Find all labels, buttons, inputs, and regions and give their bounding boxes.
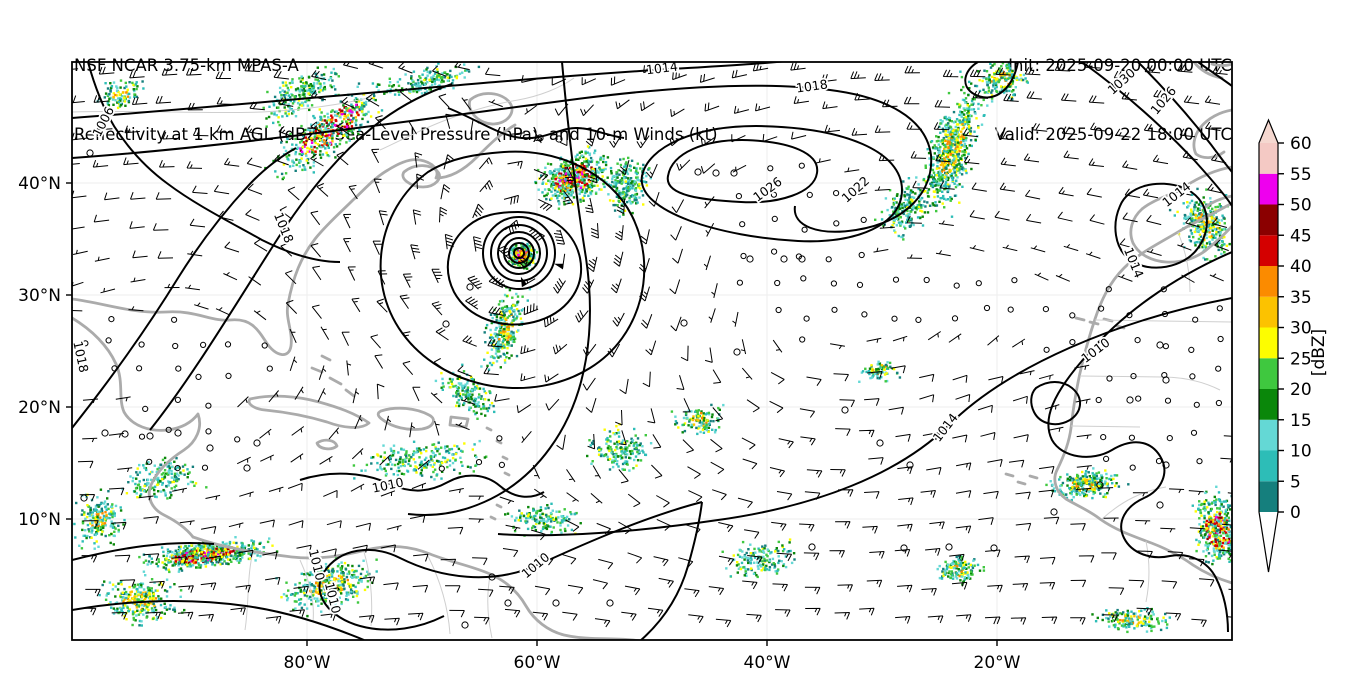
- colorbar-tick-label: 10: [1290, 442, 1312, 462]
- hurricane-isobars: [482, 216, 556, 290]
- colorbar-tick-label: 55: [1290, 165, 1312, 185]
- colorbar-tick-label: 30: [1290, 319, 1312, 339]
- colorbar-tick-label: 20: [1290, 380, 1312, 400]
- lat-tick-label: 30°N: [18, 286, 61, 306]
- colorbar-tick-label: 0: [1290, 503, 1301, 523]
- colorbar-unit-label: [dBZ]: [1309, 329, 1329, 376]
- colorbar-tick-label: 5: [1290, 472, 1301, 492]
- slp-contours: [72, 62, 1232, 640]
- colorbar-tick-label: 45: [1290, 226, 1312, 246]
- colorbar-tick-label: 60: [1290, 134, 1312, 154]
- colorbar-tick-label: 50: [1290, 196, 1312, 216]
- axis-ticks-labels: 40°N 30°N 20°N 10°N 80°W 60°W 40°W 20°W: [18, 174, 1021, 673]
- title-line1: NSF NCAR 3.75-km MPAS-A: [74, 56, 299, 75]
- calm-wind-circles: [80, 134, 1170, 629]
- graticule: [72, 62, 1232, 640]
- lat-tick-label: 20°N: [18, 398, 61, 418]
- lat-tick-label: 10°N: [18, 510, 61, 530]
- run-times: Init: 2025-09-20 00:00 UTC Valid: 2025-0…: [995, 8, 1232, 192]
- coastlines: [72, 62, 1232, 640]
- colorbar-tick-label: 35: [1290, 288, 1312, 308]
- country-borders: [72, 77, 1232, 639]
- colorbar-tick-label: 40: [1290, 257, 1312, 277]
- lon-tick-label: 80°W: [284, 653, 331, 673]
- lon-tick-label: 40°W: [744, 653, 791, 673]
- colorbar: 0 5 10 15 20 25 30 35 40 45 50 55 60 [dBZ]: [1258, 118, 1329, 573]
- wind-barbs: [72, 62, 1232, 628]
- colorbar-tick-label: 25: [1290, 349, 1312, 369]
- lat-tick-label: 40°N: [18, 174, 61, 194]
- lon-tick-label: 60°W: [514, 653, 561, 673]
- map-frame: [71, 61, 1233, 641]
- colorbar-tick-label: 15: [1290, 411, 1312, 431]
- lon-tick-label: 20°W: [974, 653, 1021, 673]
